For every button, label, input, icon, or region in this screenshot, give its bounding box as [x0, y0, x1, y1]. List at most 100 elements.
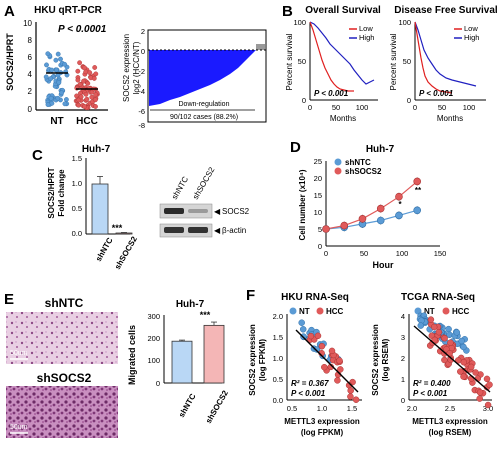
waterfall-ylabel2: log2 (HCC/NT): [132, 41, 141, 94]
f-hku-point-nt: [299, 326, 307, 333]
dfs-xticks: 0 50 100: [413, 103, 475, 112]
d-title: Huh-7: [366, 144, 395, 155]
f-tcga-point-hcc: [441, 356, 448, 364]
svg-text:0: 0: [156, 379, 160, 388]
svg-text:25: 25: [314, 157, 322, 166]
f-tcga-point-hcc: [427, 316, 435, 323]
svg-text:4: 4: [28, 70, 33, 79]
scatter-point-hcc: [93, 104, 98, 109]
svg-text:0: 0: [302, 96, 306, 105]
svg-text:-2: -2: [138, 67, 145, 76]
e-image-shsocs2: [6, 386, 118, 438]
f-tcga-point-nt: [458, 337, 465, 345]
svg-text:2.0: 2.0: [407, 404, 417, 413]
svg-text:0: 0: [28, 105, 33, 114]
c-bar-shntc: [91, 183, 109, 235]
scatter-point-hcc: [78, 94, 84, 100]
dfs-ylabel: Percent survival: [389, 33, 398, 90]
f-hku-xlabel2: (log FPKM): [301, 428, 344, 437]
scatter-point-nt: [45, 102, 51, 108]
svg-text:0.0: 0.0: [273, 396, 283, 405]
scatter-point-hcc: [83, 69, 89, 75]
scatter-yticks: 10 8 6 4 2 0: [23, 19, 32, 114]
scatter-point-hcc: [93, 97, 98, 103]
svg-text:0: 0: [324, 249, 328, 258]
panel-letter-c: C: [32, 147, 43, 164]
blot-actin-band-shsocs2: [188, 227, 208, 233]
scatter-point-nt: [62, 101, 68, 107]
panel-letter-f: F: [246, 287, 255, 304]
panel-f: F HKU RNA-Seq SOCS2 expression (log FPKM…: [246, 287, 493, 437]
svg-text:100: 100: [396, 249, 409, 258]
scatter-point-nt: [58, 56, 63, 62]
svg-text:20: 20: [314, 174, 322, 183]
c-x-shsocs2: shSOCS2: [113, 234, 139, 271]
panel-b: B Overall Survival Percent survival 100 …: [282, 3, 498, 123]
svg-text:0.5: 0.5: [273, 375, 283, 384]
svg-text:50: 50: [438, 103, 446, 112]
f-hku-legend-nt-marker: [289, 307, 297, 315]
f-hku-pvalue: P < 0.001: [291, 389, 326, 398]
e-sig: ***: [200, 310, 211, 320]
panel-letter-b: B: [282, 3, 293, 20]
e-bar-shntc: [171, 340, 193, 384]
c-sig: ***: [112, 223, 123, 233]
f-tcga-point-hcc: [431, 336, 438, 344]
c-ylabel2: Fold change: [57, 169, 66, 217]
scatter-point-hcc: [81, 78, 87, 84]
e-scalebar-label-2: 50um: [10, 424, 28, 431]
f-tcga-pvalue: P < 0.001: [413, 389, 448, 398]
panel-e: E shNTC 50um shSOCS2 50um Huh-7 Migrated…: [4, 291, 230, 438]
e-bars: [171, 321, 225, 384]
svg-text:100: 100: [293, 18, 306, 27]
dfs-title: Disease Free Survival: [394, 5, 498, 16]
d-xlabel: Hour: [373, 260, 394, 270]
svg-text:0.0: 0.0: [72, 229, 82, 238]
scatter-point-hcc: [83, 91, 89, 97]
f-tcga-point-hcc: [430, 323, 438, 331]
f-hku-legend-nt: NT: [299, 307, 310, 316]
os-legend-low: Low: [359, 24, 373, 33]
f-hku-point-hcc: [347, 393, 354, 400]
scatter-point-nt: [43, 74, 49, 80]
svg-text:50: 50: [403, 57, 411, 66]
d-point-shntc: [376, 216, 385, 225]
f-tcga-legend-hcc-marker: [442, 307, 450, 315]
f-hku-point-hcc: [307, 332, 315, 340]
f-hku-point-hcc: [321, 363, 328, 371]
f-tcga-point-hcc: [447, 339, 454, 346]
blot-socs2-arrow: ◀: [214, 207, 221, 216]
svg-text:0: 0: [413, 103, 417, 112]
panel-letter-d: D: [290, 139, 301, 156]
f-hku-point-nt: [313, 346, 321, 353]
e-yticks: 300 200 100 0: [147, 312, 160, 388]
scatter-points-nt: [43, 51, 70, 108]
scatter-pvalue: P < 0.0001: [58, 24, 107, 35]
f-hku-regression: [295, 329, 359, 393]
dfs-pvalue: P < 0.001: [419, 89, 454, 98]
svg-text:1.0: 1.0: [317, 404, 327, 413]
f-hku-point-hcc: [334, 377, 341, 384]
os-low-curve: [309, 21, 354, 92]
scatter-point-nt: [49, 67, 55, 73]
f-hku-xlabel: METTL3 expression: [284, 417, 360, 426]
e-title: Huh-7: [176, 299, 205, 310]
f-tcga-ylabel2: (log RSEM): [381, 338, 390, 381]
c-yticks: 1.5 1.0 0.5 0.0: [72, 154, 82, 238]
f-hku-title: HKU RNA-Seq: [281, 292, 349, 303]
svg-text:-4: -4: [138, 87, 145, 96]
f-tcga-point-hcc: [460, 373, 467, 380]
panel-d: D Huh-7 Cell number (x10⁴) 25 20 15 10 5…: [290, 139, 446, 270]
os-high-curve: [309, 21, 375, 85]
d-point-shsocs2: [322, 225, 330, 233]
blot-socs2-band-shntc: [164, 208, 184, 214]
scatter-x-hcc: HCC: [76, 116, 98, 127]
scatter-point-nt: [55, 51, 61, 57]
scatter-point-hcc: [77, 82, 83, 87]
svg-text:0: 0: [141, 47, 145, 56]
svg-text:0: 0: [308, 103, 312, 112]
d-legend-shsocs2: shSOCS2: [345, 167, 382, 176]
f-hku-point-hcc: [347, 387, 354, 394]
scatter-point-hcc: [77, 60, 83, 66]
svg-text:150: 150: [434, 249, 447, 258]
